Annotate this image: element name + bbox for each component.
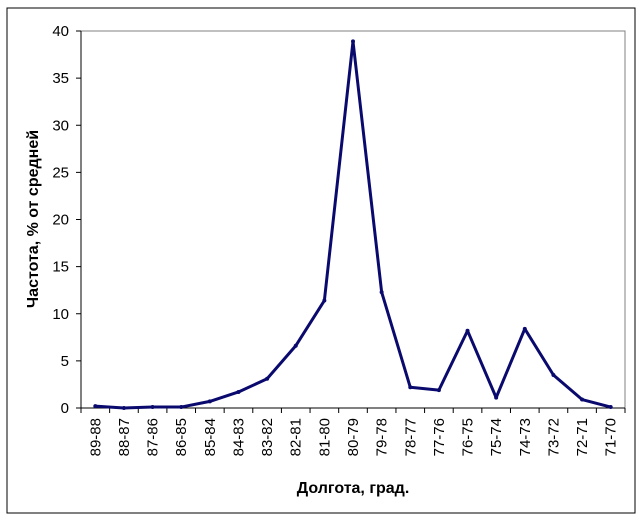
data-point bbox=[236, 389, 241, 394]
plot-area bbox=[80, 30, 626, 409]
data-point bbox=[93, 404, 98, 409]
data-point bbox=[150, 405, 155, 410]
x-tick-label: 87-86 bbox=[145, 418, 162, 456]
data-point bbox=[522, 326, 527, 331]
y-axis-title: Частота, % от средней bbox=[25, 130, 42, 308]
x-tick-label: 81-80 bbox=[316, 418, 333, 456]
data-point bbox=[465, 328, 470, 333]
x-axis: 89-88 88-87 87-86 86-85 85-84 84-83 83-82 82-81… bbox=[80, 407, 626, 456]
data-point bbox=[580, 397, 585, 402]
x-tick-label: 80-79 bbox=[345, 418, 362, 456]
data-point bbox=[379, 290, 384, 295]
x-tick-label: 72-71 bbox=[574, 418, 591, 456]
data-point bbox=[551, 373, 556, 378]
y-tick-label: 40 bbox=[52, 23, 69, 40]
y-tick-label: 25 bbox=[52, 164, 69, 181]
x-tick-label: 78-77 bbox=[402, 418, 419, 456]
data-point bbox=[121, 406, 126, 410]
y-tick-label: 30 bbox=[52, 117, 69, 134]
data-point bbox=[265, 376, 270, 381]
data-point bbox=[207, 399, 212, 404]
x-tick-label: 77-76 bbox=[431, 418, 448, 456]
x-tick-label: 83-82 bbox=[259, 418, 276, 456]
x-tick-label: 71-70 bbox=[603, 418, 620, 456]
y-tick-label: 0 bbox=[61, 400, 69, 417]
x-tick-label: 89-88 bbox=[87, 418, 104, 456]
y-tick-label: 35 bbox=[52, 70, 69, 87]
x-tick-label: 82-81 bbox=[288, 418, 305, 456]
x-tick-label: 85-84 bbox=[202, 418, 219, 456]
x-tick-label: 84-83 bbox=[230, 418, 247, 456]
x-tick-label: 75-74 bbox=[488, 418, 505, 456]
chart-border bbox=[6, 7, 636, 514]
y-tick-label: 15 bbox=[52, 259, 69, 276]
data-point bbox=[293, 343, 298, 348]
data-point bbox=[322, 298, 327, 303]
data-point bbox=[608, 405, 613, 410]
y-axis: 0 5 10 15 20 25 30 35 40 bbox=[52, 23, 82, 417]
x-tick-label: 73-72 bbox=[545, 418, 562, 456]
x-axis-title: Долгота, град. bbox=[297, 480, 410, 497]
x-tick-label: 76-75 bbox=[460, 418, 477, 456]
x-tick-label: 79-78 bbox=[374, 418, 391, 456]
data-point bbox=[494, 395, 499, 400]
data-point bbox=[351, 39, 355, 44]
data-point bbox=[179, 405, 184, 410]
x-tick-label: 86-85 bbox=[173, 418, 190, 456]
series-line bbox=[93, 39, 613, 410]
x-tick-label: 88-87 bbox=[116, 418, 133, 456]
y-tick-label: 5 bbox=[61, 353, 69, 370]
x-tick-label: 74-73 bbox=[517, 418, 534, 456]
series-layer bbox=[93, 39, 613, 410]
y-tick-label: 20 bbox=[52, 212, 69, 229]
y-tick-label: 10 bbox=[52, 306, 69, 323]
data-point bbox=[436, 388, 441, 393]
data-point bbox=[408, 385, 413, 390]
